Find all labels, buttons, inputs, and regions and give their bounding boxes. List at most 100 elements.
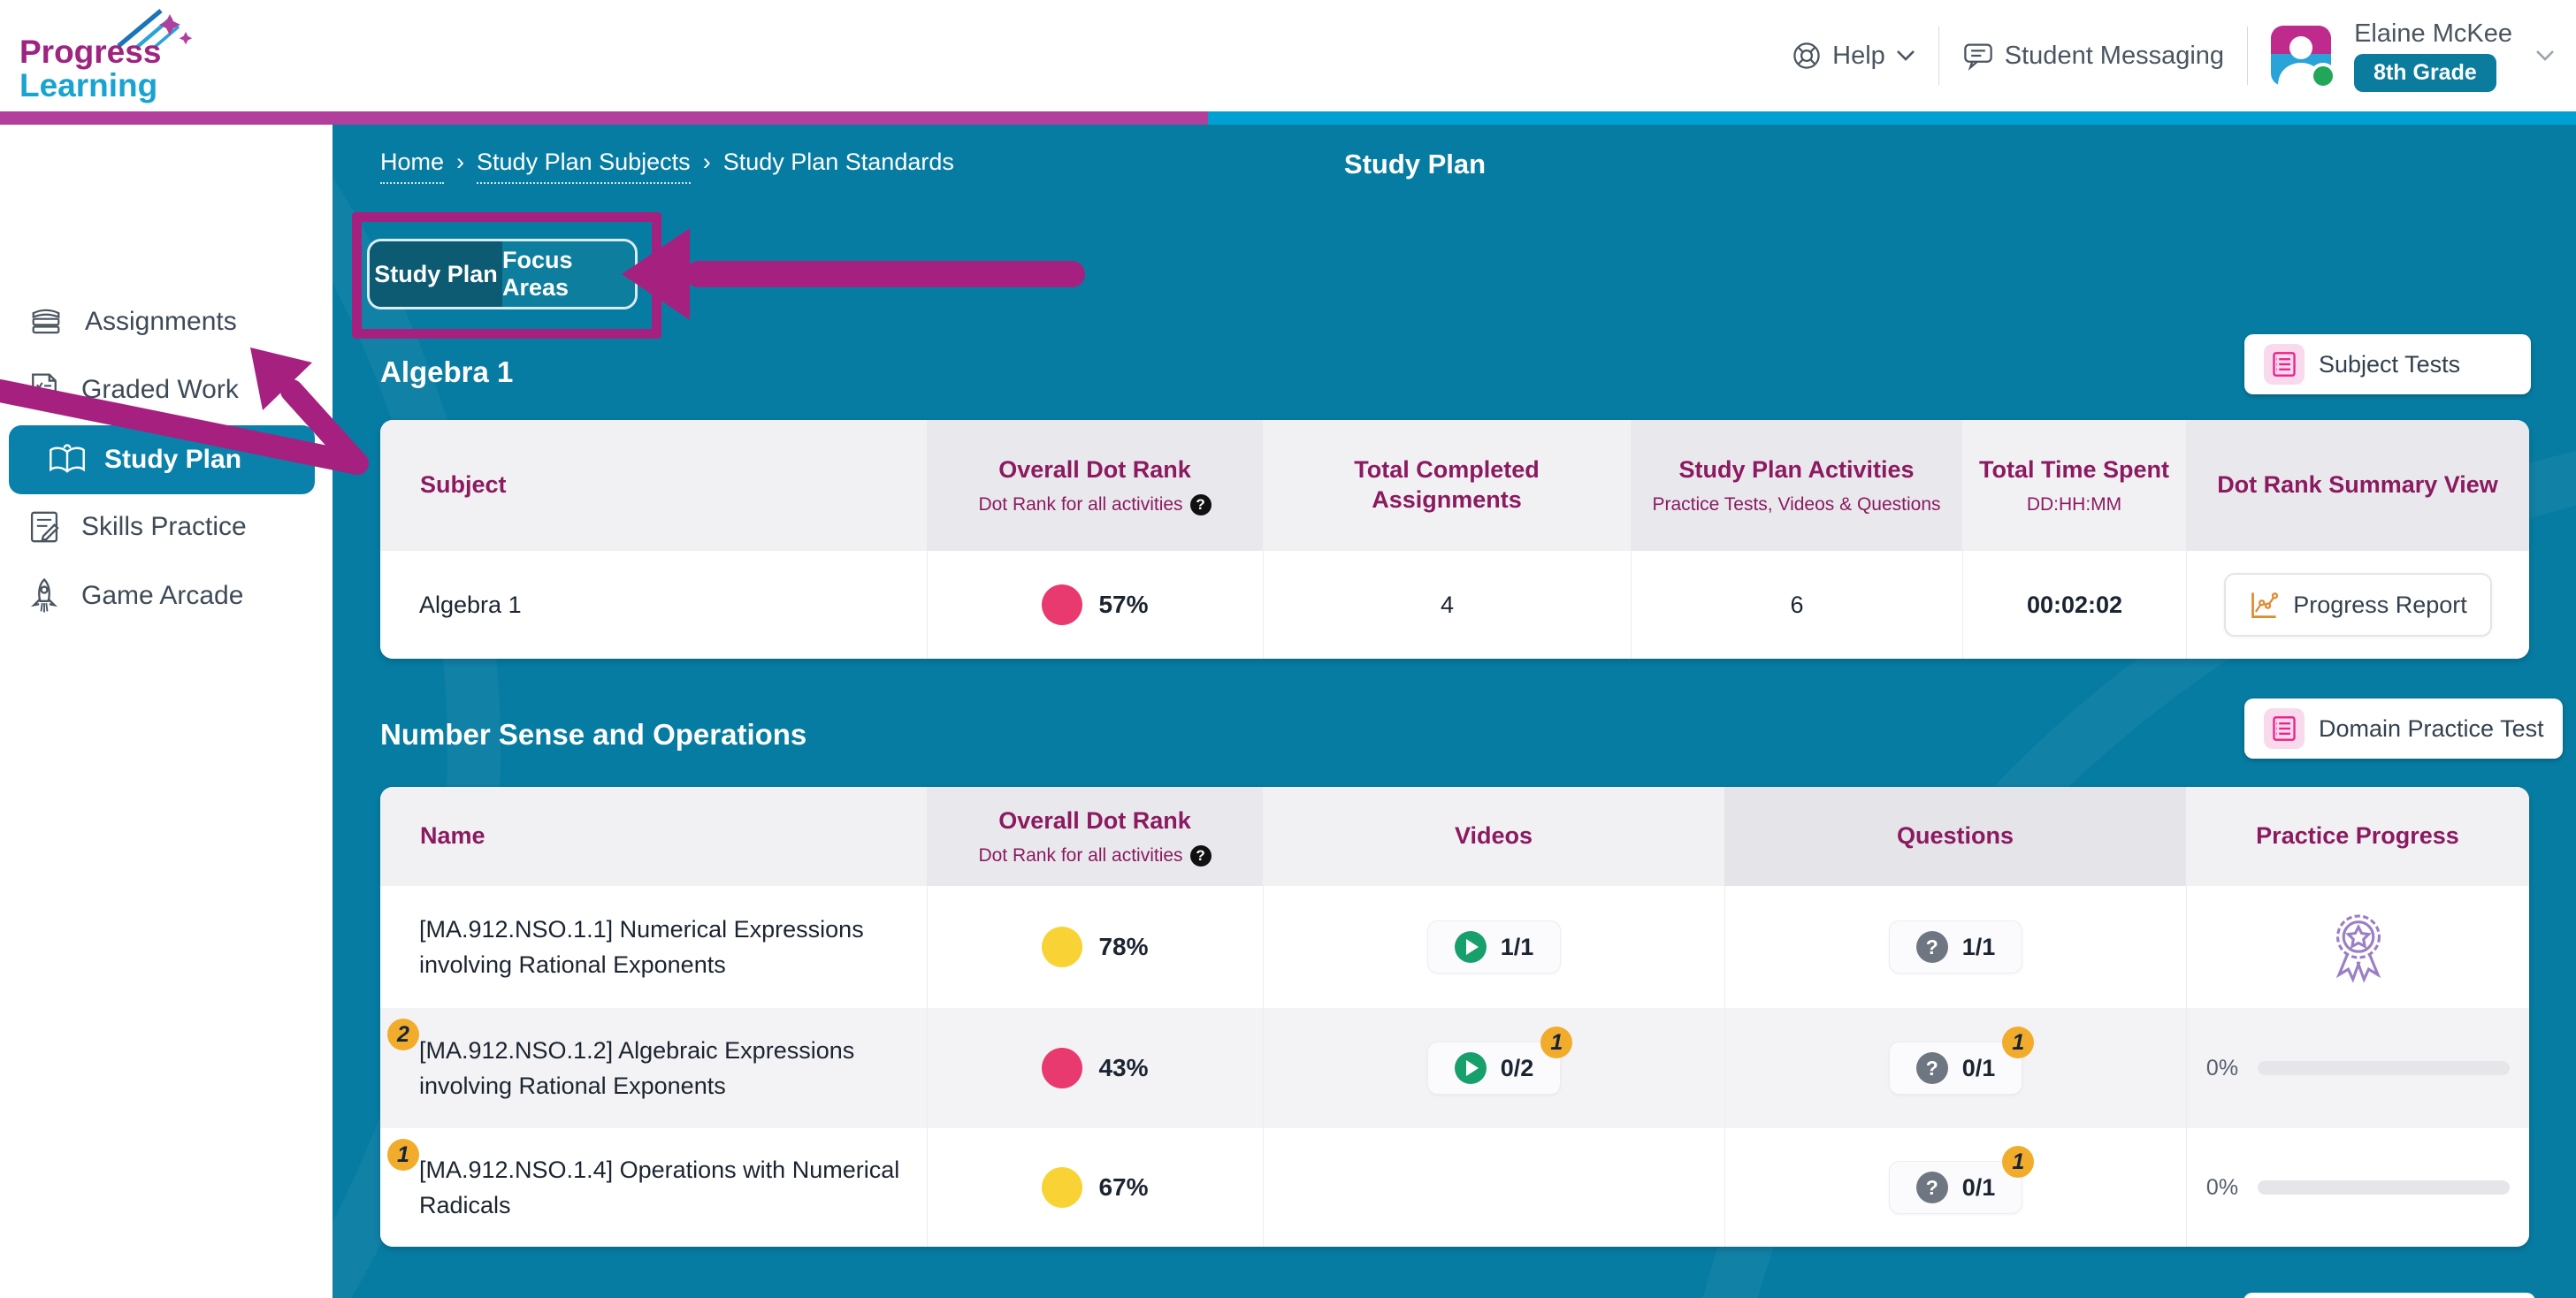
breadcrumb-study-plan-subjects[interactable]: Study Plan Subjects xyxy=(477,149,691,184)
dot-rank-percent: 43% xyxy=(1098,1054,1149,1081)
domain-practice-test-button[interactable]: Domain Practice Test xyxy=(2244,699,2563,759)
col-practice-progress: Practice Progress xyxy=(2256,822,2459,850)
breadcrumb-separator: › xyxy=(702,149,711,175)
subject-table: Subject Overall Dot Rank Dot Rank for al… xyxy=(380,420,2529,659)
pending-count-badge: 1 xyxy=(387,1139,419,1171)
activities-value: 6 xyxy=(1790,591,1804,618)
header-divider xyxy=(2247,27,2249,85)
videos-count: 1/1 xyxy=(1500,933,1534,960)
study-plan-tabs: Study Plan Focus Areas xyxy=(367,239,638,309)
practice-progress-percent: 0% xyxy=(2205,1055,2239,1080)
standard-row: 1 [MA.912.NSO.1.4] Operations with Numer… xyxy=(380,1128,2529,1247)
play-icon xyxy=(1454,931,1487,963)
top-header: Progress Learning Help Stude xyxy=(0,0,2576,111)
questions-count: 0/1 xyxy=(1961,1173,1996,1201)
help-menu[interactable]: Help xyxy=(1792,41,1915,71)
col-name: Name xyxy=(420,822,485,850)
rocket-icon xyxy=(30,577,58,613)
assignments-stack-icon xyxy=(32,309,60,334)
dot-rank-percent: 67% xyxy=(1098,1173,1149,1201)
play-icon xyxy=(1454,1052,1487,1084)
student-messaging-link[interactable]: Student Messaging xyxy=(1962,41,2224,71)
practice-progress-bar xyxy=(2258,1180,2511,1195)
new-videos-badge: 1 xyxy=(1540,1027,1573,1058)
account-chevron-down-icon[interactable] xyxy=(2535,50,2555,62)
question-icon: ? xyxy=(1915,1052,1948,1084)
question-icon: ? xyxy=(1915,1172,1948,1203)
time-spent-value: 00:02:02 xyxy=(2026,591,2123,618)
info-tooltip-icon[interactable]: ? xyxy=(1189,493,1212,515)
breadcrumb: Home › Study Plan Subjects › Study Plan … xyxy=(380,149,954,184)
sidebar-item-skills-practice[interactable]: Skills Practice xyxy=(0,499,333,555)
videos-button[interactable]: 0/2 1 xyxy=(1426,1027,1573,1095)
grade-badge[interactable]: 8th Grade xyxy=(2354,54,2496,92)
comet-icon xyxy=(117,9,193,50)
open-book-icon xyxy=(50,444,85,473)
progress-report-label: Progress Report xyxy=(2293,591,2467,618)
completed-assignments-value: 4 xyxy=(1440,591,1455,618)
test-list-icon xyxy=(2264,708,2305,749)
standards-table: Name Overall Dot Rank Dot Rank for all a… xyxy=(380,787,2529,1247)
user-name: Elaine McKee xyxy=(2354,19,2512,48)
dot-rank-indicator xyxy=(1042,584,1083,625)
domain-practice-test-label: Domain Practice Test xyxy=(2319,714,2544,742)
graded-paper-icon xyxy=(32,373,57,407)
test-list-icon xyxy=(2264,344,2305,385)
next-section-button-peek xyxy=(2243,1293,2535,1298)
standard-name: [MA.912.NSO.1.1] Numerical Expressions i… xyxy=(419,915,864,979)
videos-count: 0/2 xyxy=(1500,1054,1534,1081)
questions-button[interactable]: ? 0/1 1 xyxy=(1888,1027,2035,1095)
breadcrumb-separator: › xyxy=(456,149,465,175)
page-title: Study Plan xyxy=(1343,149,1487,179)
info-tooltip-icon[interactable]: ? xyxy=(1189,844,1212,867)
tab-study-plan[interactable]: Study Plan xyxy=(370,241,502,307)
chevron-down-icon xyxy=(1896,50,1915,61)
col-overall-dot-rank: Overall Dot Rank xyxy=(998,807,1191,835)
standard-row: [MA.912.NSO.1.1] Numerical Expressions i… xyxy=(380,886,2529,1008)
questions-button[interactable]: ? 1/1 xyxy=(1888,920,2023,974)
dot-rank-subtext: Dot Rank for all activities xyxy=(978,844,1183,866)
accent-strip-magenta xyxy=(0,111,1208,125)
sidebar-item-game-arcade[interactable]: Game Arcade xyxy=(0,568,333,624)
standard-name: [MA.912.NSO.1.4] Operations with Numeric… xyxy=(419,1156,900,1219)
online-status-dot xyxy=(2310,63,2337,89)
sidebar-item-label: Study Plan xyxy=(104,445,242,474)
activities-subtext: Practice Tests, Videos & Questions xyxy=(1652,493,1941,515)
dot-rank-percent: 57% xyxy=(1098,591,1149,618)
tab-focus-areas[interactable]: Focus Areas xyxy=(502,241,635,307)
col-total-completed: Total Completed Assignments xyxy=(1354,456,1540,513)
award-ribbon-icon xyxy=(2335,914,2381,983)
dot-rank-indicator xyxy=(1042,1167,1083,1208)
col-study-plan-activities: Study Plan Activities xyxy=(1678,456,1915,484)
message-bubble-icon xyxy=(1964,43,1992,71)
sidebar-item-assignments[interactable]: Assignments xyxy=(0,294,333,350)
student-messaging-label: Student Messaging xyxy=(2004,41,2225,70)
line-chart-icon xyxy=(2251,592,2279,618)
col-subject: Subject xyxy=(420,471,507,499)
logo-line-2: Learning xyxy=(19,66,158,103)
progress-report-button[interactable]: Progress Report xyxy=(2224,573,2492,637)
dot-rank-percent: 78% xyxy=(1098,933,1149,960)
subject-tests-button[interactable]: Subject Tests xyxy=(2244,334,2531,394)
breadcrumb-study-plan-standards: Study Plan Standards xyxy=(722,149,954,175)
accent-strip-cyan xyxy=(1208,111,2576,125)
help-label: Help xyxy=(1832,41,1885,70)
new-questions-badge: 1 xyxy=(2002,1027,2035,1058)
pending-count-badge: 2 xyxy=(387,1019,419,1050)
user-avatar[interactable] xyxy=(2271,26,2337,89)
dot-rank-indicator xyxy=(1042,927,1083,967)
practice-progress-bar xyxy=(2258,1061,2511,1075)
breadcrumb-home[interactable]: Home xyxy=(380,149,445,184)
standard-name: [MA.912.NSO.1.2] Algebraic Expressions i… xyxy=(419,1036,855,1100)
sidebar-item-graded-work[interactable]: Graded Work xyxy=(0,362,333,418)
questions-count: 0/1 xyxy=(1961,1054,1996,1081)
sidebar-item-study-plan[interactable]: Study Plan xyxy=(9,425,315,494)
standard-row: 2 [MA.912.NSO.1.2] Algebraic Expressions… xyxy=(380,1008,2529,1128)
app-logo[interactable]: Progress Learning xyxy=(19,35,161,102)
col-total-time-spent: Total Time Spent xyxy=(1978,456,2170,484)
subject-tests-label: Subject Tests xyxy=(2319,350,2461,378)
questions-button[interactable]: ? 0/1 1 xyxy=(1888,1146,2035,1214)
col-dot-rank-summary-view: Dot Rank Summary View xyxy=(2217,471,2498,499)
videos-button[interactable]: 1/1 xyxy=(1426,920,1562,974)
